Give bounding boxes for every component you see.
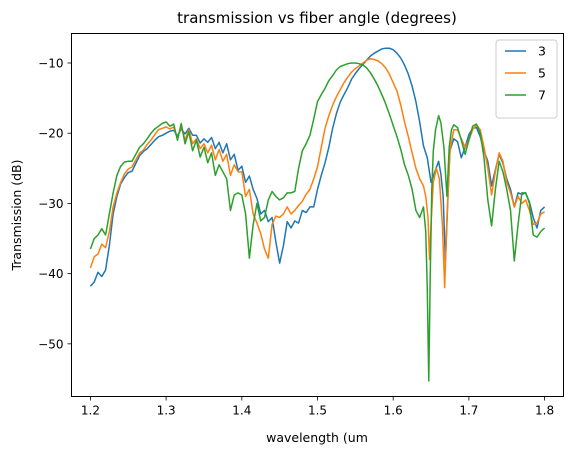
legend-label-7: 7 (538, 88, 546, 103)
legend-label-3: 3 (538, 44, 546, 59)
x-tick-label: 1.4 (232, 404, 251, 418)
legend-label-5: 5 (538, 66, 546, 81)
x-tick-label: 1.8 (535, 404, 554, 418)
y-tick-label: −40 (38, 267, 63, 281)
y-axis: −50 −40 −30 −20 −10 (38, 56, 72, 351)
x-tick-label: 1.5 (308, 404, 327, 418)
legend-box (495, 39, 558, 119)
y-tick-label: −50 (38, 337, 63, 351)
x-tick-label: 1.2 (81, 404, 100, 418)
x-tick-label: 1.3 (157, 404, 176, 418)
series-line-7 (89, 62, 546, 382)
x-tick-label: 1.7 (459, 404, 478, 418)
plot-lines (89, 47, 546, 382)
chart-title: transmission vs fiber angle (degrees) (177, 9, 457, 27)
x-axis: 1.2 1.3 1.4 1.5 1.6 1.7 1.8 (81, 396, 554, 418)
y-axis-label: Transmission (dB) (9, 160, 24, 272)
y-tick-label: −20 (38, 127, 63, 141)
x-tick-label: 1.6 (384, 404, 403, 418)
y-tick-label: −10 (38, 56, 63, 70)
series-line-3 (89, 47, 546, 287)
y-tick-label: −30 (38, 197, 63, 211)
series-line-5 (89, 58, 545, 289)
x-axis-label: wavelength (um (266, 430, 368, 445)
legend: 3 5 7 (495, 39, 558, 119)
